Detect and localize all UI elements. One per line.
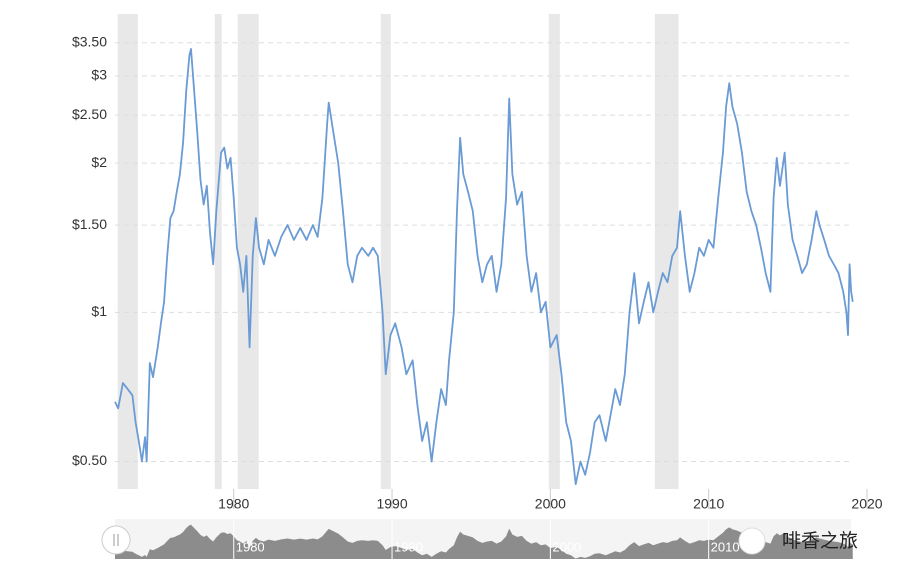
shaded-range <box>117 14 138 489</box>
navigator: 1980 1990 2000 2010 <box>115 519 853 559</box>
price-line <box>114 48 854 486</box>
x-tick-label: 1990 <box>376 496 407 512</box>
navigator-tick-label: 1990 <box>394 539 423 554</box>
shaded-range <box>237 14 259 489</box>
navigator-tick-label: 1980 <box>236 539 265 554</box>
navigator-tick-label: 2010 <box>711 539 740 554</box>
navigator-tick-label: 2000 <box>552 539 581 554</box>
navigator-area <box>115 524 853 559</box>
shaded-range <box>548 14 560 489</box>
plot-area: $0.50 $1 $1.50 $2 $2.50 $3 $3.50 1980 1990 2000 20… <box>72 14 883 512</box>
x-tick-label: 2000 <box>535 496 566 512</box>
y-tick-label: $0.50 <box>72 452 107 468</box>
shaded-range <box>214 14 222 489</box>
y-tick-label: $3.50 <box>72 33 107 49</box>
x-tick-label: 2020 <box>851 496 882 512</box>
shaded-range <box>654 14 679 489</box>
navigator-handle[interactable] <box>101 525 131 555</box>
watermark: 啡香之旅 <box>782 530 858 552</box>
y-tick-label: $1 <box>91 303 107 319</box>
x-tick-label: 2010 <box>693 496 724 512</box>
shaded-range <box>380 14 391 489</box>
x-tick-label: 1980 <box>218 496 249 512</box>
y-tick-label: $2.50 <box>72 106 107 122</box>
y-tick-label: $1.50 <box>72 216 107 232</box>
y-tick-label: $2 <box>91 154 107 170</box>
y-tick-label: $3 <box>91 67 107 83</box>
watermark-icon <box>738 527 766 555</box>
